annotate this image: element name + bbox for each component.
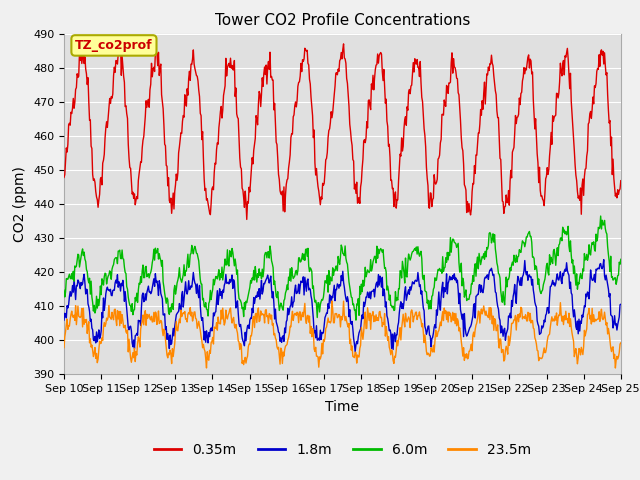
Legend: 0.35m, 1.8m, 6.0m, 23.5m: 0.35m, 1.8m, 6.0m, 23.5m [148, 438, 537, 463]
Bar [64, 214, 621, 374]
Title: Tower CO2 Profile Concentrations: Tower CO2 Profile Concentrations [214, 13, 470, 28]
X-axis label: Time: Time [325, 400, 360, 414]
Y-axis label: CO2 (ppm): CO2 (ppm) [13, 166, 28, 242]
Bar [64, 27, 621, 214]
Text: TZ_co2prof: TZ_co2prof [75, 39, 153, 52]
